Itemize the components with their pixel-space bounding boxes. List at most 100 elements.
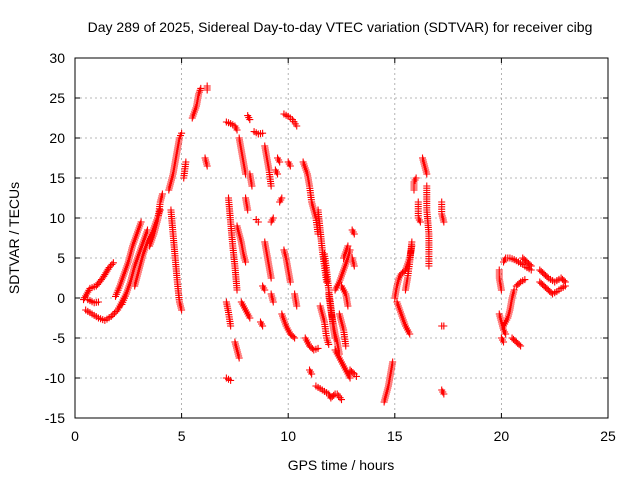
y-tick-label: 5 xyxy=(57,250,65,266)
data-point-marks xyxy=(301,334,322,354)
data-point-marks xyxy=(508,334,525,350)
y-axis-ticks: -15 -10 -5 0 5 10 15 20 25 30 xyxy=(45,50,608,426)
data-point-marks xyxy=(252,216,262,226)
y-tick-label: 30 xyxy=(49,50,65,66)
data-track xyxy=(284,158,294,170)
data-point-marks xyxy=(242,194,252,214)
data-point-marks xyxy=(340,242,352,262)
data-track xyxy=(225,194,241,294)
data-track xyxy=(222,118,241,134)
data-point-marks xyxy=(410,174,420,194)
data-point-marks xyxy=(414,198,424,226)
data-track xyxy=(331,346,354,382)
data-point-marks xyxy=(188,84,205,122)
y-tick-label: 10 xyxy=(49,210,65,226)
data-track xyxy=(335,310,350,350)
data-track xyxy=(250,128,267,138)
data-track xyxy=(267,290,277,306)
data-point-marks xyxy=(146,190,166,250)
x-tick-label: 10 xyxy=(280,428,296,444)
x-axis-ticks: 0 5 10 15 20 25 xyxy=(71,58,616,444)
data-track xyxy=(146,190,166,250)
data-track xyxy=(348,226,358,238)
data-track xyxy=(410,174,420,194)
data-point-marks xyxy=(233,222,250,266)
data-points xyxy=(80,82,569,406)
data-point-marks xyxy=(280,110,301,130)
data-point-marks xyxy=(201,154,211,170)
data-point-marks xyxy=(276,194,286,206)
data-track xyxy=(261,142,275,190)
data-track xyxy=(235,134,250,178)
data-point-marks xyxy=(237,298,254,322)
data-track xyxy=(231,338,243,362)
data-track xyxy=(500,254,535,274)
x-tick-label: 0 xyxy=(71,428,79,444)
data-point-marks xyxy=(438,322,448,330)
data-point-marks xyxy=(536,266,569,286)
data-track xyxy=(536,278,569,298)
data-point-marks xyxy=(348,254,358,270)
data-track xyxy=(495,266,505,294)
data-point-marks xyxy=(256,318,267,330)
data-point-marks xyxy=(331,246,354,294)
y-tick-label: -10 xyxy=(45,370,65,386)
data-point-marks xyxy=(246,170,256,190)
data-track xyxy=(112,218,145,300)
y-tick-label: 0 xyxy=(57,290,65,306)
plot-frame xyxy=(74,57,609,419)
data-point-marks xyxy=(500,286,518,330)
data-track xyxy=(280,110,301,130)
y-tick-label: 15 xyxy=(49,170,65,186)
data-point-marks xyxy=(84,296,102,307)
y-tick-label: 25 xyxy=(49,90,65,106)
data-point-marks xyxy=(325,290,343,358)
data-point-marks xyxy=(222,298,235,330)
data-point-marks xyxy=(222,374,235,384)
data-track xyxy=(333,390,345,404)
data-point-marks xyxy=(338,282,352,310)
data-track xyxy=(291,290,301,310)
data-track xyxy=(438,386,448,398)
data-track xyxy=(380,358,397,406)
data-track xyxy=(222,374,235,384)
data-point-marks xyxy=(165,129,186,194)
data-track xyxy=(438,198,448,226)
data-point-marks xyxy=(180,158,190,182)
y-tick-label: 20 xyxy=(49,130,65,146)
data-point-marks xyxy=(393,298,414,338)
data-track xyxy=(188,84,205,122)
data-track xyxy=(80,259,117,304)
data-point-marks xyxy=(497,334,508,346)
data-point-marks xyxy=(519,254,535,270)
data-track xyxy=(536,266,569,286)
data-point-marks xyxy=(203,82,211,94)
data-track xyxy=(393,298,414,338)
data-point-marks xyxy=(271,166,282,178)
data-track xyxy=(331,246,354,294)
data-point-marks xyxy=(112,218,145,300)
y-axis-label: SDTVAR / TECUs xyxy=(6,182,22,294)
data-point-marks xyxy=(250,128,267,138)
data-track xyxy=(301,334,322,354)
data-point-marks xyxy=(306,366,316,378)
data-track xyxy=(271,166,282,178)
data-point-marks xyxy=(312,382,339,402)
x-axis-label: GPS time / hours xyxy=(288,457,395,473)
data-point-marks xyxy=(291,290,301,310)
data-track xyxy=(401,238,416,294)
data-point-marks xyxy=(348,226,358,238)
data-point-marks xyxy=(423,182,433,270)
data-point-marks xyxy=(335,310,350,350)
data-point-marks xyxy=(118,226,151,308)
data-track xyxy=(306,366,316,378)
data-point-marks xyxy=(346,366,360,380)
data-point-marks xyxy=(244,112,254,124)
data-track xyxy=(314,206,331,286)
data-point-marks xyxy=(280,246,294,286)
data-point-marks xyxy=(438,198,448,226)
data-point-marks xyxy=(419,154,431,178)
data-track xyxy=(203,82,211,94)
data-track xyxy=(267,214,277,226)
data-track xyxy=(84,296,102,307)
